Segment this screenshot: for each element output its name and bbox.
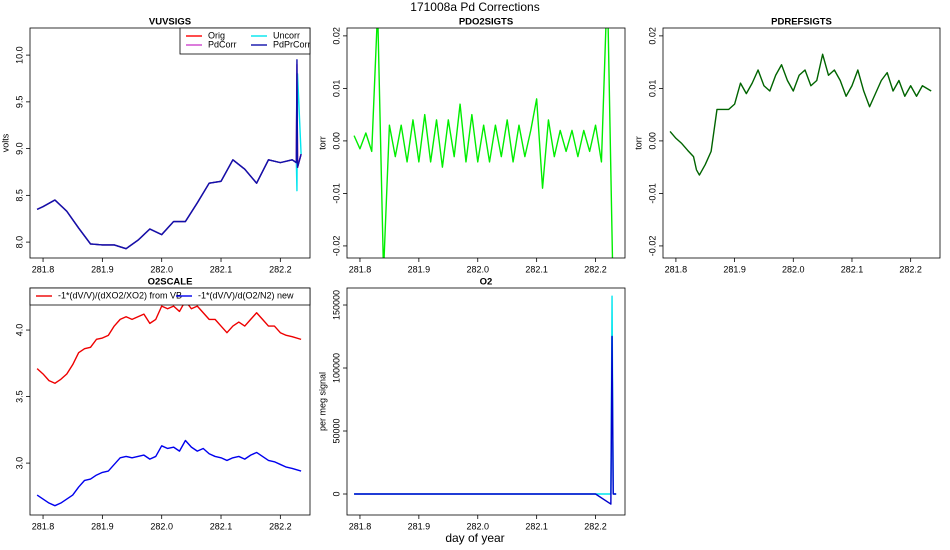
y-tick-label: 3.0	[14, 457, 24, 470]
panel: O2 per meg signal 281.8 281.9 282.0 282.1 282.…	[317, 277, 626, 531]
y-tick-label: 9.5	[14, 96, 24, 109]
x-tick-label: 282.2	[269, 521, 292, 531]
y-tick-label: -0.02	[647, 236, 657, 257]
x-tick-label: 281.9	[91, 521, 114, 531]
y-tick-label: 8.5	[14, 189, 24, 202]
legend-label: -1*(dV/V)/d(O2/N2) new	[198, 290, 294, 300]
y-tick-label: -0.01	[647, 183, 657, 204]
panel: O2SCALE 281.8 281.9 282.0 282.1 282.2 3.0 3.5 4.…	[14, 277, 311, 531]
x-tick-label: 282.2	[899, 264, 922, 274]
x-tick-label: 282.1	[210, 521, 233, 531]
y-axis-label: torr	[317, 136, 327, 150]
legend-label: Uncorr	[273, 30, 300, 40]
x-tick-label: 282.1	[210, 264, 233, 274]
x-tick-label: 282.0	[150, 521, 173, 531]
panel: PDREFSIGTS torr 281.8 281.9 282.0 282.1 282.2 -…	[633, 17, 941, 274]
y-tick-label: 8.0	[14, 236, 24, 249]
panel-title: O2SCALE	[148, 277, 193, 288]
x-tick-label: 281.8	[349, 521, 372, 531]
y-tick-label: 0.01	[647, 80, 657, 98]
legend-box	[179, 27, 311, 55]
x-tick-label: 281.9	[91, 264, 114, 274]
series-line	[354, 295, 617, 495]
y-tick-label: 0.02	[647, 27, 657, 45]
y-tick-label: 100000	[331, 353, 341, 383]
plot-area	[36, 59, 302, 250]
plot-frame	[29, 27, 311, 259]
x-tick-label: 281.8	[32, 521, 55, 531]
panel: PDO2SIGTS torr 281.8 281.9 282.0 282.1 282.2 -0…	[317, 17, 626, 274]
panel-title: O2	[480, 277, 493, 288]
x-tick-label: 282.2	[584, 264, 607, 274]
plot-frame	[346, 27, 626, 259]
figure-title: 171008a Pd Corrections	[410, 0, 539, 14]
x-tick-label: 281.9	[723, 264, 746, 274]
plot-frame	[29, 287, 311, 516]
y-tick-label: 0.02	[331, 27, 341, 45]
y-tick-label: 0.00	[331, 132, 341, 150]
legend-label: Orig	[208, 30, 225, 40]
y-tick-label: 3.5	[14, 390, 24, 403]
y-tick-label: 50000	[331, 418, 341, 443]
series-line	[36, 73, 302, 250]
panel-title: PDREFSIGTS	[771, 17, 832, 28]
x-tick-label: 281.8	[32, 264, 55, 274]
y-tick-label: 10.0	[14, 46, 24, 64]
panel-title: VUVSIGS	[149, 17, 191, 28]
panel-title: PDO2SIGTS	[459, 17, 513, 28]
series-line	[36, 63, 302, 250]
series-line	[354, 335, 617, 505]
plot-area	[36, 300, 302, 507]
y-tick-label: 4.0	[14, 324, 24, 337]
legend-label: PdPrCorr	[273, 39, 311, 49]
legend-label: PdCorr	[208, 39, 237, 49]
x-tick-label: 281.8	[349, 264, 372, 274]
x-tick-label: 282.1	[841, 264, 864, 274]
series-line	[36, 439, 302, 507]
plot-frame	[662, 27, 941, 259]
series-line	[36, 73, 302, 250]
plot-frame	[346, 287, 626, 516]
y-tick-label: 0.01	[331, 80, 341, 98]
series-line	[36, 59, 302, 250]
y-tick-label: -0.01	[331, 183, 341, 204]
x-tick-label: 282.0	[150, 264, 173, 274]
x-tick-label: 282.0	[466, 264, 489, 274]
plot-area	[669, 53, 932, 176]
plot-area	[354, 295, 617, 505]
x-tick-label: 282.0	[466, 521, 489, 531]
x-tick-label: 281.8	[665, 264, 688, 274]
x-axis-label: day of year	[445, 531, 504, 545]
plot-area	[353, 28, 614, 258]
x-tick-label: 282.2	[584, 521, 607, 531]
y-tick-label: -0.02	[331, 236, 341, 257]
x-tick-label: 282.1	[525, 264, 548, 274]
x-tick-label: 281.9	[408, 264, 431, 274]
y-tick-label: 0	[331, 491, 341, 496]
y-tick-label: 9.0	[14, 142, 24, 155]
x-tick-label: 281.9	[408, 521, 431, 531]
series-line	[669, 53, 932, 176]
legend-box	[29, 287, 311, 306]
y-tick-label: 150000	[331, 290, 341, 320]
series-line	[353, 28, 614, 258]
legend-label: -1*(dV/V)/(dXO2/XO2) from VB	[58, 290, 182, 300]
y-axis-label: per meg signal	[317, 372, 327, 431]
y-axis-label: torr	[633, 136, 643, 150]
y-tick-label: 0.00	[647, 132, 657, 150]
x-tick-label: 282.1	[525, 521, 548, 531]
panel: VUVSIGS volts 281.8 281.9 282.0 282.1 282.2 8.0…	[0, 17, 310, 275]
y-axis-label: volts	[0, 133, 10, 152]
series-line	[36, 300, 302, 384]
x-tick-label: 282.0	[782, 264, 805, 274]
x-tick-label: 282.2	[269, 264, 292, 274]
